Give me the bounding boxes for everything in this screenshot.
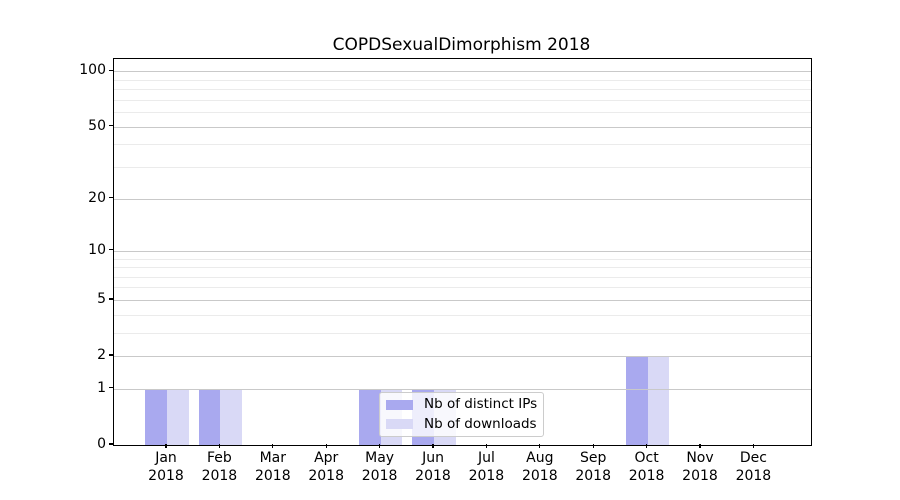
gridline-major-10 <box>114 250 811 252</box>
gridline-major-1 <box>114 388 811 390</box>
y-tick-label-0: 0 <box>97 436 106 452</box>
x-tick-label-feb: Feb 2018 <box>201 450 238 484</box>
gridline-minor-8 <box>114 267 811 269</box>
gridline-minor-6 <box>114 287 811 289</box>
bar-nb-of-downloads-jan <box>167 388 189 445</box>
legend-swatch-downloads <box>386 419 413 430</box>
legend-label-distinct-ips: Nb of distinct IPs <box>424 396 538 413</box>
x-tick-jan <box>165 444 167 448</box>
y-tick-label-20: 20 <box>88 189 106 206</box>
bar-nb-of-distinct-ips-oct <box>625 356 648 445</box>
x-tick-label-jan: Jan 2018 <box>148 450 184 484</box>
x-tick-label-oct: Oct 2018 <box>628 450 665 484</box>
x-tick-mar <box>272 444 274 448</box>
legend-swatch-distinct-ips <box>386 399 413 410</box>
x-tick-label-apr: Apr 2018 <box>308 450 344 484</box>
x-tick-jun <box>432 444 434 448</box>
y-tick-5 <box>109 298 113 300</box>
y-tick-10 <box>109 249 113 251</box>
x-tick-jul <box>485 444 487 448</box>
gridline-minor-30 <box>114 167 811 168</box>
gridline-major-20 <box>114 198 811 200</box>
x-tick-aug <box>539 444 541 448</box>
x-tick-oct <box>646 444 648 448</box>
bar-nb-of-downloads-feb <box>220 388 243 445</box>
y-tick-label-1: 1 <box>97 379 106 396</box>
legend-item-distinct-ips: Nb of distinct IPs <box>386 397 543 412</box>
x-tick-dec <box>752 444 754 448</box>
x-tick-may <box>379 444 381 448</box>
x-tick-label-jun: Jun 2018 <box>415 450 451 484</box>
legend-label-downloads: Nb of downloads <box>424 415 537 432</box>
gridline-minor-40 <box>114 144 811 146</box>
bar-nb-of-distinct-ips-jan <box>145 388 167 445</box>
gridline-major-2 <box>114 356 811 358</box>
bar-nb-of-distinct-ips-may <box>358 388 381 445</box>
bar-nb-of-distinct-ips-feb <box>198 388 221 445</box>
gridline-minor-80 <box>114 89 811 91</box>
x-tick-label-aug: Aug 2018 <box>521 450 558 484</box>
gridline-minor-60 <box>114 112 811 114</box>
y-tick-100 <box>109 69 113 71</box>
x-tick-label-sep: Sep 2018 <box>575 450 611 484</box>
y-tick-label-100: 100 <box>79 62 106 79</box>
gridline-minor-7 <box>114 276 811 278</box>
x-tick-nov <box>699 444 701 448</box>
x-tick-label-nov: Nov 2018 <box>682 450 718 484</box>
gridline-minor-4 <box>114 314 811 316</box>
y-tick-1 <box>109 387 113 389</box>
x-tick-feb <box>218 444 220 448</box>
x-tick-label-may: May 2018 <box>361 450 398 484</box>
gridline-minor-9 <box>114 258 811 260</box>
y-tick-label-50: 50 <box>88 117 106 134</box>
legend-item-downloads: Nb of downloads <box>386 415 543 432</box>
x-tick-sep <box>592 444 594 448</box>
legend: Nb of distinct IPs Nb of downloads <box>379 392 544 437</box>
y-tick-20 <box>109 196 113 199</box>
gridline-major-100 <box>114 71 811 73</box>
chart-title: COPDSexualDimorphism 2018 <box>332 35 591 55</box>
x-tick-label-mar: Mar 2018 <box>254 450 291 484</box>
y-tick-50 <box>109 125 113 127</box>
x-tick-apr <box>325 444 327 448</box>
bar-nb-of-downloads-oct <box>647 356 670 445</box>
gridline-major-5 <box>114 299 811 301</box>
gridline-minor-90 <box>114 79 811 81</box>
gridline-major-50 <box>114 126 811 128</box>
plot-area <box>113 58 812 446</box>
y-tick-label-5: 5 <box>97 290 106 307</box>
gridline-minor-70 <box>114 99 811 101</box>
y-tick-label-2: 2 <box>97 347 106 364</box>
y-tick-label-10: 10 <box>88 241 106 258</box>
y-tick-2 <box>109 354 113 356</box>
gridline-minor-3 <box>114 332 811 334</box>
x-tick-label-jul: Jul 2018 <box>468 450 505 484</box>
x-tick-label-dec: Dec 2018 <box>735 450 772 484</box>
y-tick-0 <box>109 443 113 445</box>
